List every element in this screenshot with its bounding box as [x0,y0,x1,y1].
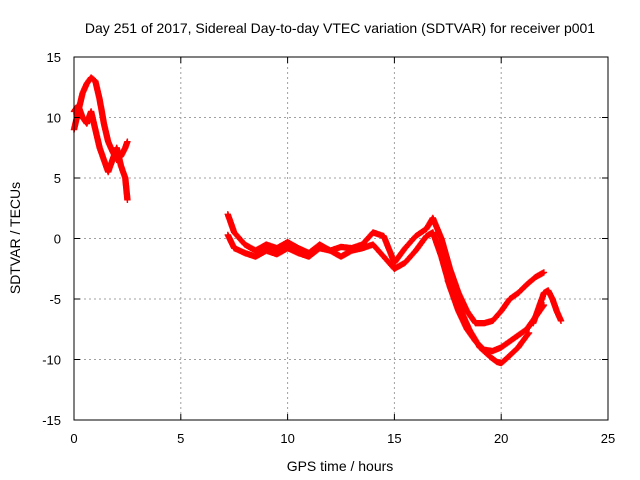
y-tick-label: 15 [47,50,61,65]
series-track-c [224,211,548,327]
series-track-f [530,287,565,327]
x-tick-label: 15 [387,431,401,446]
y-tick-label: 0 [54,232,61,247]
x-tick-label: 5 [177,431,184,446]
series-track-e [444,277,533,367]
y-tick-label: 10 [47,111,61,126]
chart-title: Day 251 of 2017, Sidereal Day-to-day VTE… [85,20,595,36]
x-tick-label: 0 [70,431,77,446]
y-tick-label: -15 [42,413,61,428]
y-axis-title: SDTVAR / TECUs [7,182,23,294]
x-tick-label: 25 [601,431,615,446]
y-tick-label: 5 [54,171,61,186]
x-tick-label: 20 [494,431,508,446]
axis-ticks: 0 5 10 15 20 25 -15 -10 -5 0 5 10 15 [42,50,615,446]
data-point-markers [444,277,533,367]
data-point-markers [224,211,548,327]
data-points [70,74,565,367]
data-point-markers [530,287,565,327]
y-tick-label: -5 [49,292,61,307]
y-tick-label: -10 [42,353,61,368]
x-axis-title: GPS time / hours [287,458,394,474]
grid-lines [74,57,608,420]
x-tick-label: 10 [280,431,294,446]
